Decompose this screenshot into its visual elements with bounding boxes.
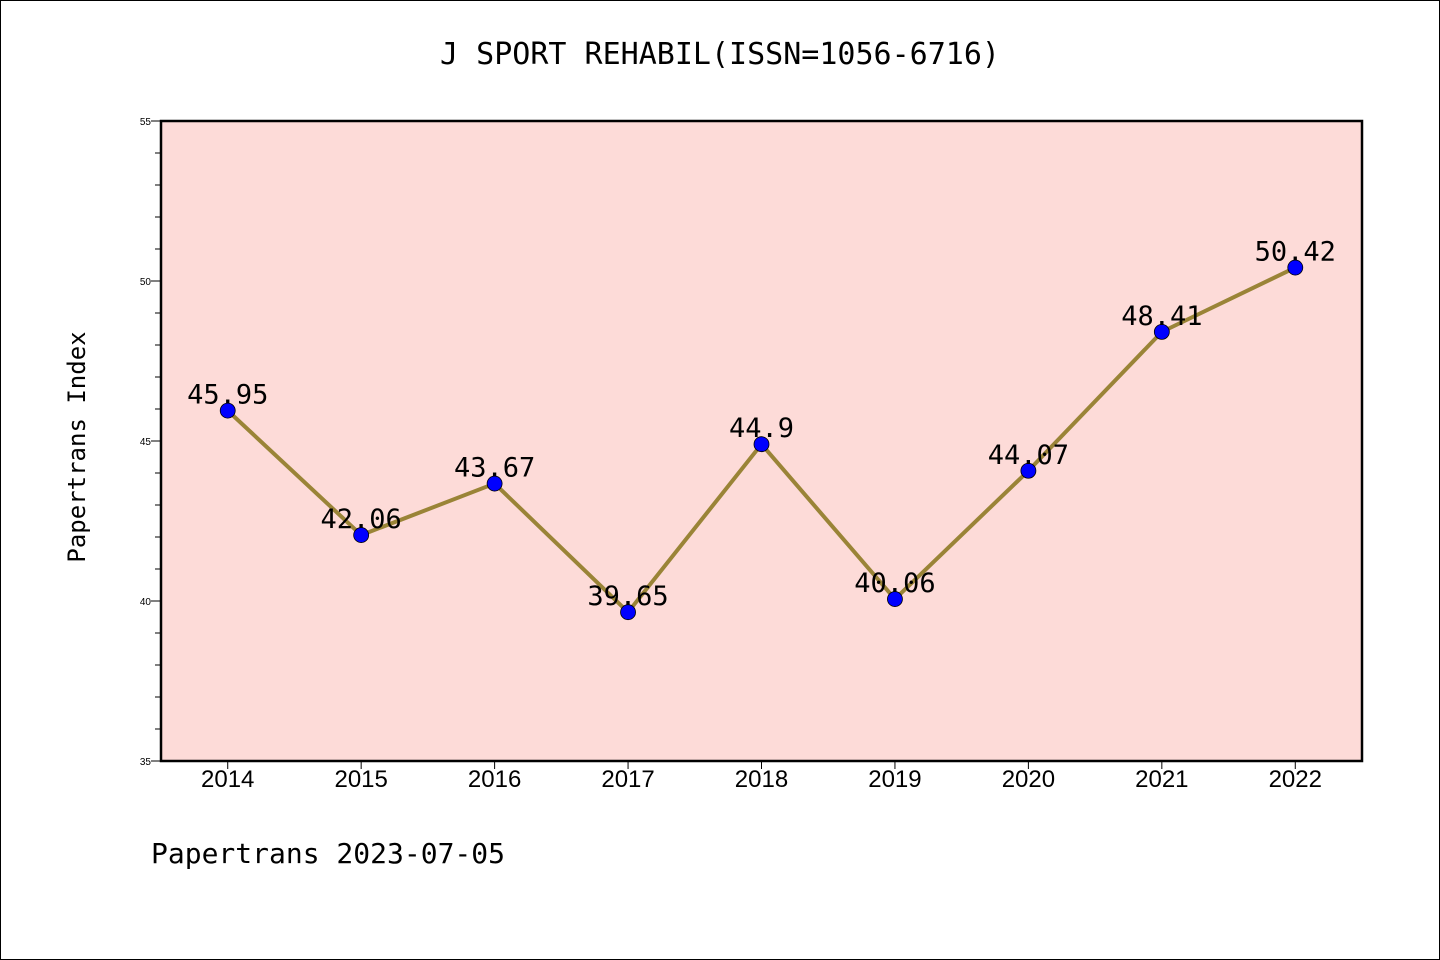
data-label: 44.9 [729,413,794,444]
data-label: 39.65 [587,581,668,612]
y-tick-label: 35 [140,757,152,768]
y-tick-label: 50 [140,277,152,288]
data-label: 45.95 [187,380,268,411]
data-point [353,527,370,543]
x-tick-label: 2020 [1002,766,1055,793]
x-tick-label: 2016 [468,766,521,793]
data-label: 48.41 [1121,301,1202,332]
x-tick-label: 2019 [868,766,921,793]
data-label: 44.07 [988,440,1069,471]
data-point [887,591,903,607]
data-label: 50.42 [1255,237,1336,268]
data-point [1153,323,1170,340]
x-tick-label: 2021 [1135,766,1188,793]
x-tick-label: 2022 [1269,766,1322,793]
data-point [753,436,770,453]
x-tick-label: 2018 [735,766,788,793]
y-tick-label: 45 [140,437,152,448]
plot-border [159,119,1364,763]
data-label: 40.06 [854,568,935,599]
x-tick-label: 2015 [334,766,387,793]
footer-credit: Papertrans 2023-07-05 [151,837,506,870]
data-point [486,475,503,492]
data-point [1020,462,1037,479]
data-point [620,604,636,621]
x-tick-label: 2014 [201,766,254,793]
chart-title: J SPORT REHABIL(ISSN=1056-6716) [440,37,1000,72]
y-tick-label: 55 [140,117,152,128]
data-label: 42.06 [321,504,402,535]
data-point [1287,259,1304,276]
y-tick-label: 40 [140,597,152,608]
data-point [219,402,236,419]
data-label: 43.67 [454,453,535,484]
x-tick-label: 2017 [601,766,654,793]
